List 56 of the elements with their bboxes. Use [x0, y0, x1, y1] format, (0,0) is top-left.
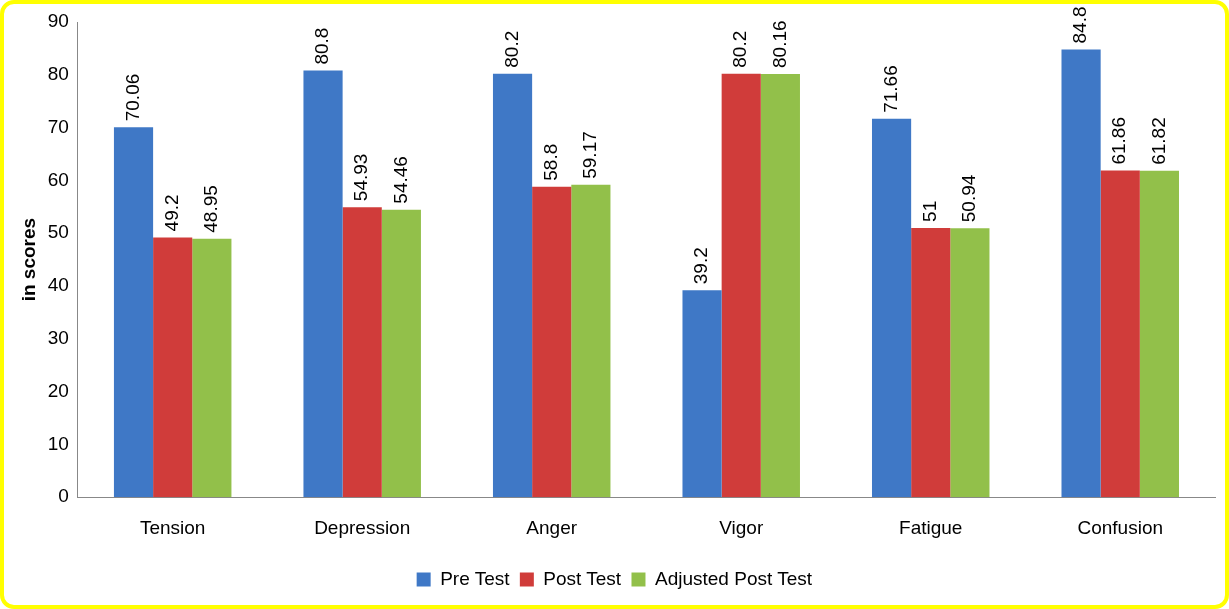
bar: [192, 238, 232, 498]
x-tick-label: Tension: [139, 516, 206, 538]
data-label: 70.06: [121, 73, 143, 122]
data-label: 49.2: [160, 194, 182, 232]
bar: [492, 73, 533, 498]
y-tick-label: 10: [47, 432, 69, 454]
x-tick-label: Fatigue: [899, 516, 963, 538]
bar: [1100, 170, 1140, 498]
data-label: 84.8: [1069, 6, 1091, 44]
y-tick-label: 30: [47, 327, 69, 349]
data-label: 39.2: [690, 247, 712, 285]
data-label: 54.93: [350, 153, 372, 202]
legend-label: Pre Test: [440, 567, 511, 589]
y-tick-label: 0: [58, 485, 69, 507]
bar: [303, 70, 343, 498]
data-label: 54.46: [389, 156, 411, 204]
legend-label: Post Test: [543, 567, 622, 589]
x-tick-label: Depression: [314, 516, 411, 538]
data-label: 58.8: [539, 143, 561, 181]
data-label: 71.66: [879, 65, 901, 113]
data-label: 50.94: [958, 174, 980, 223]
data-label: 48.95: [200, 185, 222, 233]
data-label: 80.8: [311, 27, 333, 65]
y-tick-label: 50: [47, 221, 69, 243]
bar: [342, 207, 382, 498]
bar: [1061, 49, 1101, 498]
data-label: 61.82: [1147, 117, 1169, 165]
x-tick-label: Vigor: [719, 516, 764, 538]
bar: [871, 118, 912, 498]
bar: [950, 228, 990, 498]
data-label: 59.17: [579, 131, 601, 179]
x-tick-label: Anger: [526, 516, 578, 538]
bar: [911, 227, 951, 498]
legend-label: Adjusted Post Test: [654, 567, 813, 589]
bar: [760, 73, 800, 498]
data-label: 61.86: [1108, 117, 1130, 165]
y-tick-label: 40: [47, 274, 69, 296]
data-label: 80.2: [500, 30, 522, 68]
y-tick-label: 20: [47, 379, 69, 401]
bar: [153, 237, 193, 498]
bar: [1139, 170, 1179, 498]
x-tick-label: Confusion: [1077, 516, 1164, 538]
bar: [113, 127, 154, 498]
y-axis-title: in scores: [17, 217, 39, 302]
y-tick-label: 70: [47, 115, 69, 137]
y-tick-label: 80: [47, 63, 69, 85]
y-tick-label: 90: [47, 10, 69, 32]
y-tick-label: 60: [47, 168, 69, 190]
data-label: 51: [918, 200, 940, 222]
data-label: 80.2: [729, 30, 751, 68]
bar: [381, 209, 421, 498]
bar: [721, 73, 761, 498]
bar: [571, 184, 611, 498]
bar: [682, 290, 722, 498]
bar: [532, 186, 572, 498]
data-label: 80.16: [768, 20, 790, 68]
